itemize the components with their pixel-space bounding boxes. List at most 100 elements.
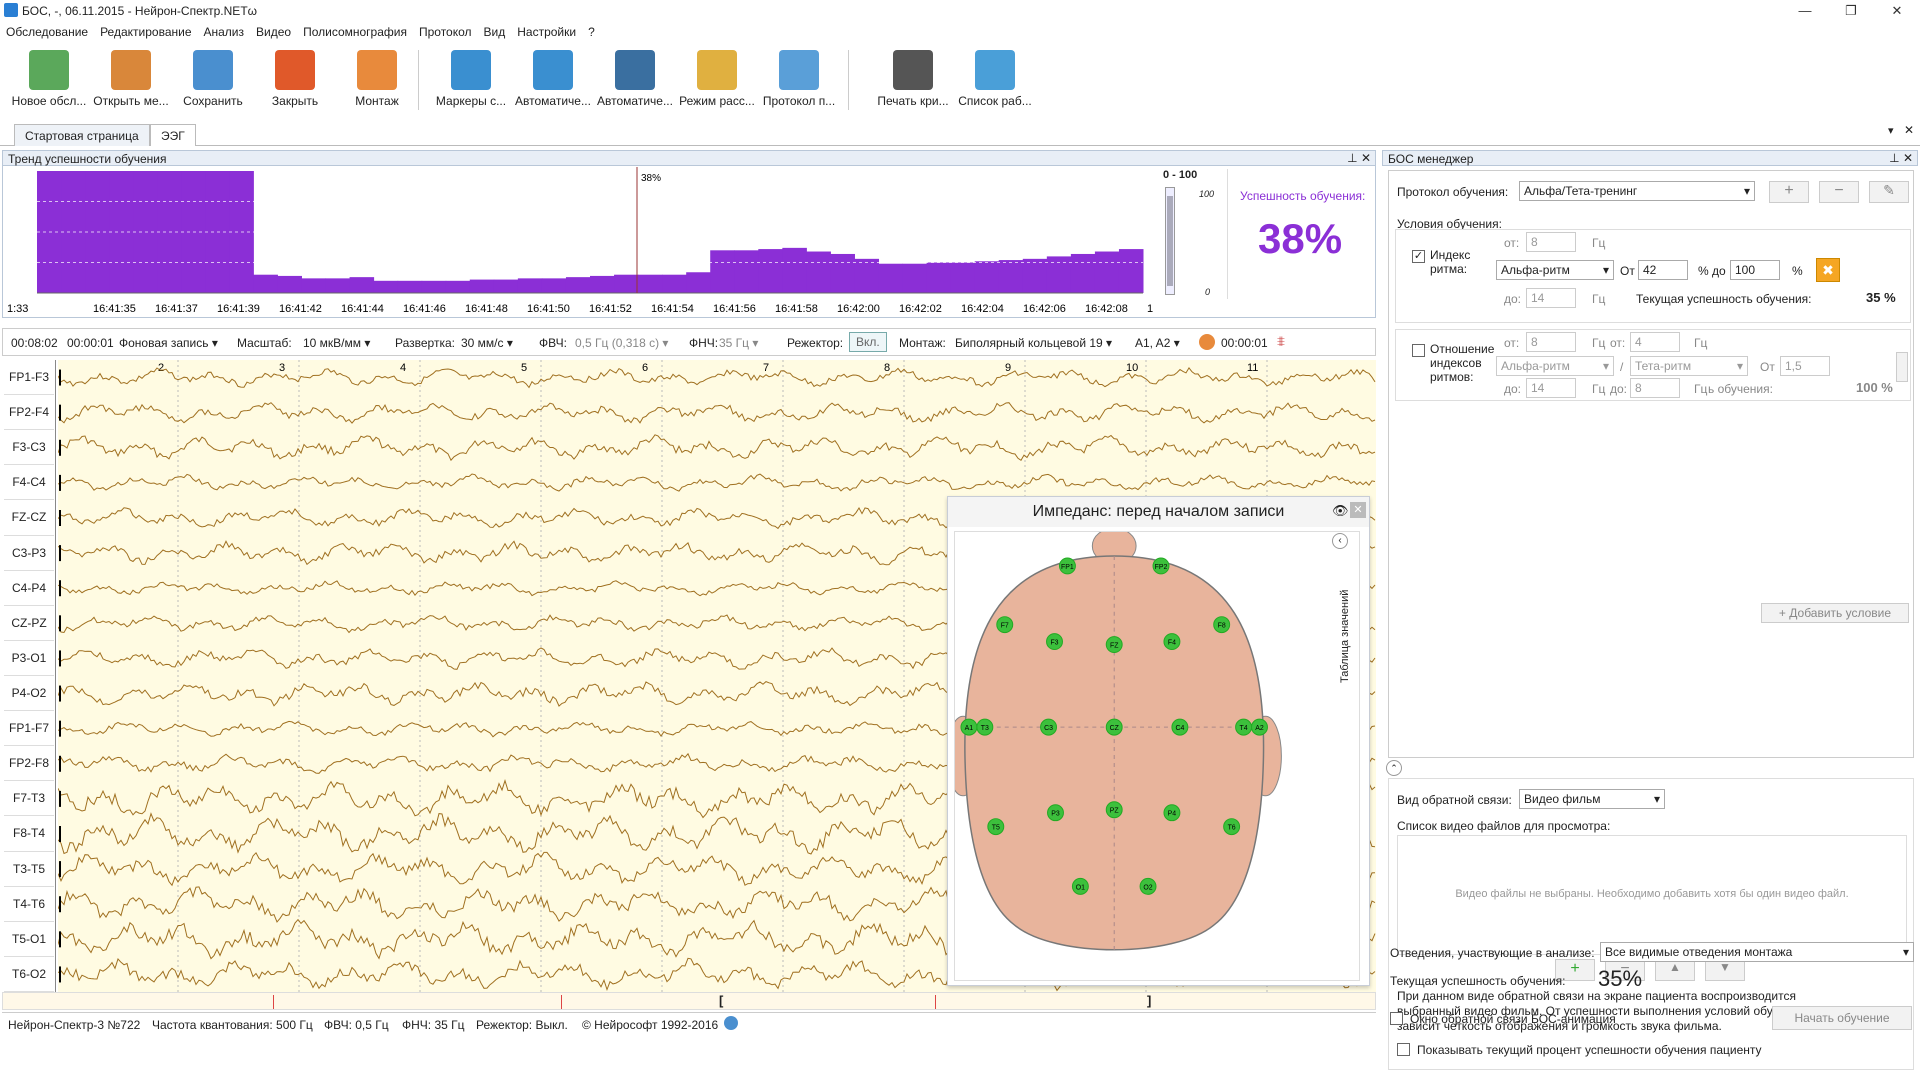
condition1-delete-button[interactable]: ✖ <box>1816 258 1840 282</box>
video-add-button[interactable]: + <box>1555 959 1595 981</box>
video-up-button[interactable]: ▲ <box>1655 959 1695 981</box>
cond2-from2-input[interactable]: 4 <box>1630 332 1680 352</box>
show-pct-checkbox[interactable] <box>1397 1043 1410 1056</box>
cond1-rhythm-select[interactable]: Альфа-ритм ▾ <box>1496 260 1614 280</box>
toolbar-button-markers-wave[interactable]: Маркеры с... <box>430 48 512 114</box>
condition1-checkbox[interactable]: ✓ <box>1412 250 1425 263</box>
cond1-from-input[interactable]: 8 <box>1526 232 1576 252</box>
toolbar-button-auto-analysis[interactable]: Автоматиче... <box>512 48 594 114</box>
toolbar-button-montage-head[interactable]: Монтаж <box>336 48 418 114</box>
protocol-edit-button[interactable]: ✎ <box>1869 181 1909 203</box>
scale-select[interactable]: 10 мкВ/мм ▾ <box>303 336 371 350</box>
channel-label-fz-cz[interactable]: FZ-CZ <box>4 500 54 536</box>
channel-label-t6-o2[interactable]: T6-O2 <box>4 957 54 992</box>
start-training-button[interactable]: Начать обучение <box>1772 1006 1912 1030</box>
protocol-select[interactable]: Альфа/Тета-тренинг ▾ <box>1519 181 1755 201</box>
hpf-select[interactable]: 0,5 Гц (0,318 с) ▾ <box>575 336 669 350</box>
toolbar-button-window-list[interactable]: Список раб... <box>954 48 1036 114</box>
channel-label-p4-o2[interactable]: P4-O2 <box>4 676 54 712</box>
close-window-button[interactable]: ✕ <box>1891 3 1903 18</box>
channel-label-f3-c3[interactable]: F3-C3 <box>4 430 54 466</box>
channel-label-t5-o1[interactable]: T5-O1 <box>4 922 54 957</box>
menu-item-help[interactable]: ? <box>588 25 595 39</box>
toolbar-button-new-exam[interactable]: Новое обсл... <box>8 48 90 114</box>
tab-eeg[interactable]: ЭЭГ <box>150 124 196 146</box>
lpf-select[interactable]: 35 Гц ▾ <box>719 336 759 350</box>
montage-select[interactable]: Биполярный кольцевой 19 ▾ <box>955 336 1113 350</box>
channel-label-f4-c4[interactable]: F4-C4 <box>4 465 54 501</box>
toolbar-button-open-folder[interactable]: Открыть ме... <box>90 48 172 114</box>
eye-icon[interactable]: 👁 <box>1332 503 1349 518</box>
protocol-add-button[interactable]: + <box>1769 181 1809 203</box>
cond1-pct-from-input[interactable]: 42 <box>1638 260 1688 280</box>
menu-item-video[interactable]: Видео <box>256 25 292 39</box>
menu-item-protocol[interactable]: Протокол <box>418 25 472 39</box>
cond2-to1-input[interactable]: 14 <box>1526 378 1576 398</box>
leads-select[interactable]: Все видимые отведения монтажа ▾ <box>1600 942 1914 962</box>
minimize-button[interactable]: — <box>1798 3 1812 18</box>
montage-head-small-icon[interactable] <box>1199 334 1215 350</box>
pin-close-icons[interactable]: ⊥ ✕ <box>1347 151 1371 165</box>
condition2-delete-button[interactable] <box>1896 352 1908 382</box>
toolbar-button-printer[interactable]: Печать кри... <box>872 48 954 114</box>
toolbar-button-view-mode[interactable]: Режим расс... <box>676 48 758 114</box>
channel-label-p3-o1[interactable]: P3-O1 <box>4 641 54 676</box>
scroll-range-start[interactable]: [ <box>719 993 724 1008</box>
record-type-select[interactable]: Фоновая запись ▾ <box>119 336 218 350</box>
notch-toggle-button[interactable]: Вкл. <box>849 332 887 352</box>
menu-item-view[interactable]: Вид <box>483 25 506 39</box>
menu-item-polysomnography[interactable]: Полисомнография <box>303 25 407 39</box>
eeg-elapsed: 00:00:01 <box>67 336 114 350</box>
impedance-close-button[interactable]: ✕ <box>1350 502 1366 518</box>
video-list[interactable]: Видео файлы не выбраны. Необходимо добав… <box>1397 835 1907 955</box>
channel-label-c4-p4[interactable]: C4-P4 <box>4 571 54 606</box>
channel-label-t4-t6[interactable]: T4-T6 <box>4 887 54 922</box>
scroll-range-end[interactable]: ] <box>1147 993 1152 1008</box>
reference-select[interactable]: A1, A2 ▾ <box>1135 336 1180 350</box>
menu-item-exam[interactable]: Обследование <box>6 25 89 39</box>
channel-label-f8-t4[interactable]: F8-T4 <box>4 816 54 852</box>
cond2-from1-input[interactable]: 8 <box>1526 332 1576 352</box>
toolbar-button-close-exam[interactable]: Закрыть <box>254 48 336 114</box>
video-down-button[interactable]: ▼ <box>1705 959 1745 981</box>
toolbar-button-protocol[interactable]: Протокол п... <box>758 48 840 114</box>
channel-label-fp1-f7[interactable]: FP1-F7 <box>4 711 54 747</box>
cond2-rhythm1-select[interactable]: Альфа-ритм ▾ <box>1496 356 1614 376</box>
channel-label-fp2-f4[interactable]: FP2-F4 <box>4 395 54 431</box>
cond2-ratio-input[interactable]: 1,5 <box>1780 356 1830 376</box>
channel-label-t3-t5[interactable]: T3-T5 <box>4 852 54 887</box>
toolbar-button-save[interactable]: Сохранить <box>172 48 254 114</box>
channel-label-f7-t3[interactable]: F7-T3 <box>4 781 54 817</box>
values-table-label[interactable]: Таблица значений <box>1339 589 1351 683</box>
toolbar-button-auto-detect[interactable]: Автоматиче... <box>594 48 676 114</box>
channel-label-fp1-f3[interactable]: FP1-F3 <box>4 360 54 396</box>
menu-item-analysis[interactable]: Анализ <box>203 25 245 39</box>
channel-label-fp2-f8[interactable]: FP2-F8 <box>4 746 54 782</box>
condition2-checkbox[interactable] <box>1412 344 1425 357</box>
cond2-to2-input[interactable]: 8 <box>1630 378 1680 398</box>
tabs-close-icon[interactable]: ✕ <box>1904 123 1915 137</box>
cond1-pct-to-input[interactable]: 100 <box>1730 260 1780 280</box>
maximize-button[interactable]: ❐ <box>1845 3 1857 18</box>
cond1-from-label: от: <box>1504 236 1520 250</box>
channel-label-c3-p3[interactable]: C3-P3 <box>4 536 54 571</box>
collapse-table-button[interactable]: ‹ <box>1332 533 1348 549</box>
channel-label-cz-pz[interactable]: CZ-PZ <box>4 606 54 641</box>
cond2-rhythm2-select[interactable]: Тета-ритм ▾ <box>1630 356 1748 376</box>
sweep-select[interactable]: 30 мм/с ▾ <box>461 336 513 350</box>
menu-item-settings[interactable]: Настройки <box>517 25 577 39</box>
anim-checkbox[interactable] <box>1390 1012 1403 1025</box>
add-condition-button[interactable]: + Добавить условие <box>1761 603 1909 623</box>
menu-item-edit[interactable]: Редактирование <box>100 25 192 39</box>
cond1-to-input[interactable]: 14 <box>1526 288 1576 308</box>
bos-pin-close-icons[interactable]: ⊥ ✕ <box>1889 151 1913 165</box>
feedback-type-select[interactable]: Видео фильм ▾ <box>1519 789 1665 809</box>
tabs-dropdown-icon[interactable]: ▾ <box>1888 125 1894 137</box>
eeg-timeline-scrollbar[interactable]: [ ] <box>2 992 1376 1010</box>
tab-start-page[interactable]: Стартовая страница <box>14 124 150 146</box>
trend-range-slider[interactable] <box>1165 187 1175 295</box>
protocol-remove-button[interactable]: − <box>1819 181 1859 203</box>
cond2-from1-label: от: <box>1504 336 1520 350</box>
spectrum-icon[interactable]: ⩨ <box>1277 333 1285 349</box>
collapse-section-button[interactable]: ⌃ <box>1386 760 1402 776</box>
